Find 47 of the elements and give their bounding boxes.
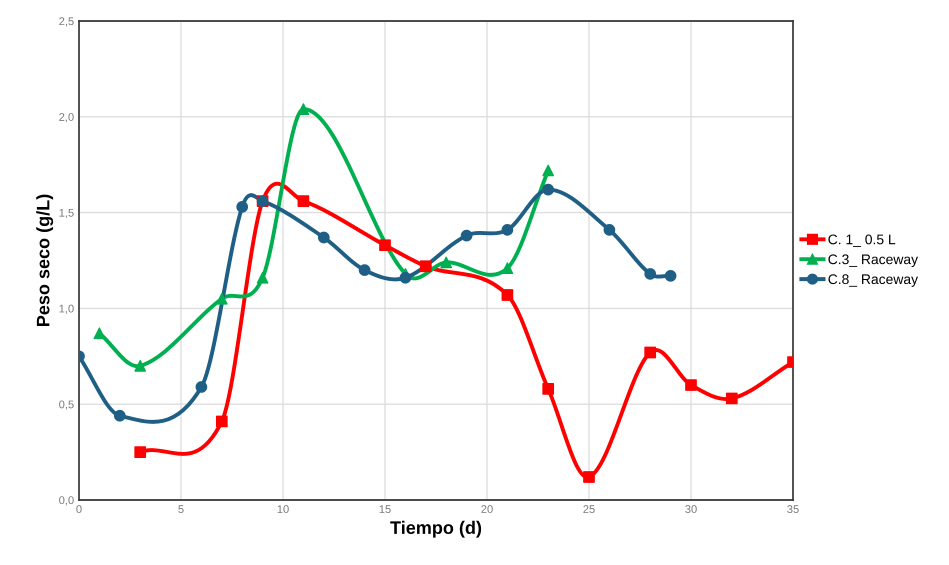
point [583,471,595,483]
point [196,381,208,393]
x-tick-label: 5 [178,505,184,514]
x-tick-label: 35 [787,505,799,514]
point [236,201,248,213]
point [644,346,656,358]
y-axis-title: Peso seco (g/L) [36,194,54,326]
x-tick-label: 30 [685,505,697,514]
point [726,392,738,404]
x-tick-label: 0 [76,505,82,514]
point [358,264,370,276]
y-tick-label: 2,0 [59,113,74,122]
point [440,256,452,268]
point [644,268,656,280]
point [542,164,554,176]
y-tick-label: 0,5 [59,400,74,410]
point [134,446,146,458]
x-axis-title: Tiempo (d) [390,520,482,538]
point [256,272,268,284]
point [460,230,472,242]
legend-label: C. 1_ 0.5 L [828,234,896,247]
point [114,410,126,422]
point [216,416,228,428]
point [542,184,554,196]
y-tick-label: 1,5 [60,208,74,218]
point [134,360,146,372]
y-tick-label: 1,0 [60,304,74,314]
legend-label: C.8_ Raceway [828,274,918,287]
y-tick-label: 2,5 [59,17,74,26]
point [216,292,228,305]
point [685,379,697,391]
point [502,224,514,236]
point [502,262,514,274]
x-tick-label: 20 [481,505,493,514]
legend-label: C.3_ Raceway [828,254,918,267]
y-tick-label: 0,0 [59,496,74,506]
point [420,260,432,272]
point [502,289,514,301]
point [664,270,676,282]
x-tick-label: 10 [278,505,289,514]
point [379,239,391,252]
point [542,383,554,395]
point [604,224,616,236]
point [318,232,330,244]
x-tick-label: 25 [583,505,595,514]
point [298,195,310,207]
x-tick-label: 15 [380,505,391,514]
